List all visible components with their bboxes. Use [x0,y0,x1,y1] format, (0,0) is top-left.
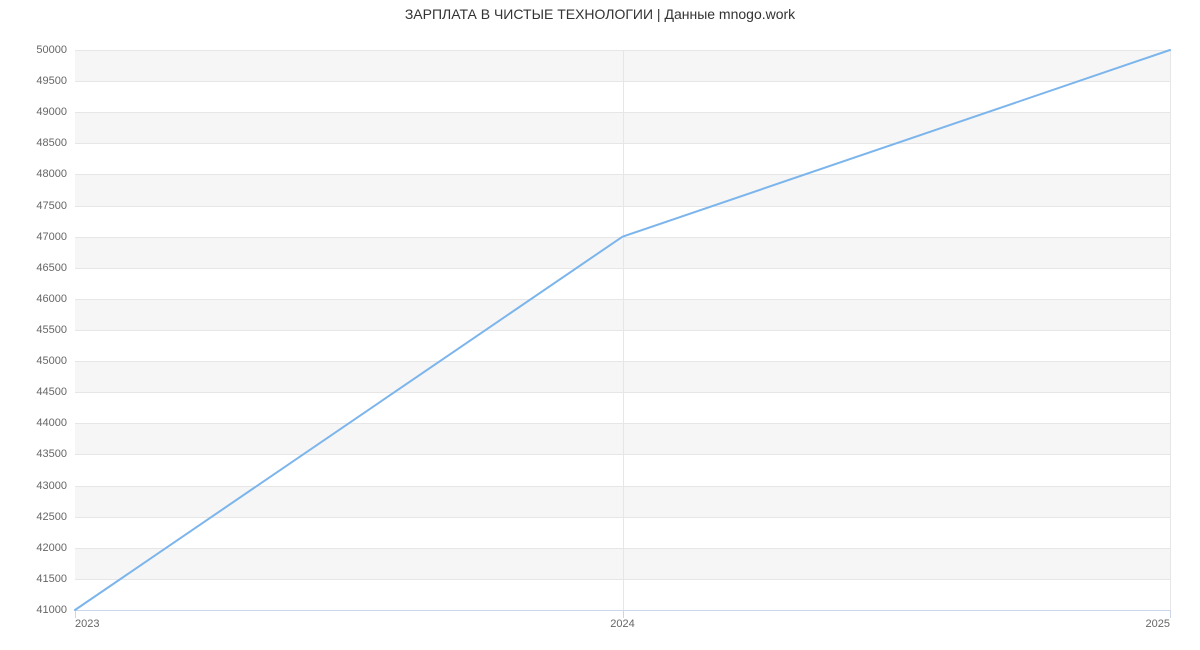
chart-container: ЗАРПЛАТА В ЧИСТЫЕ ТЕХНОЛОГИИ | Данные mn… [0,0,1200,650]
y-tick-label: 48500 [36,137,75,149]
y-tick-label: 41000 [36,604,75,616]
x-tick-label: 2025 [1146,610,1170,630]
y-tick-label: 45000 [36,355,75,367]
x-gridline [1170,50,1171,610]
y-tick-label: 44500 [36,386,75,398]
y-tick-label: 43000 [36,480,75,492]
y-tick-label: 49000 [36,106,75,118]
y-tick-label: 46000 [36,293,75,305]
y-tick-label: 50000 [36,44,75,56]
y-tick-label: 42500 [36,511,75,523]
y-tick-label: 47500 [36,200,75,212]
chart-title: ЗАРПЛАТА В ЧИСТЫЕ ТЕХНОЛОГИИ | Данные mn… [0,6,1200,22]
x-tick-label: 2023 [75,610,99,630]
y-tick-label: 44000 [36,417,75,429]
series-line-salary [75,50,1170,610]
y-tick-label: 47000 [36,231,75,243]
y-tick-label: 43500 [36,448,75,460]
series-layer [75,50,1170,610]
x-axis-line [75,610,1170,611]
plot-area: 4100041500420004250043000435004400044500… [75,50,1170,610]
y-tick-label: 49500 [36,75,75,87]
y-tick-label: 45500 [36,324,75,336]
y-tick-label: 41500 [36,573,75,585]
x-tick-label: 2024 [610,610,634,630]
y-tick-label: 48000 [36,168,75,180]
x-tick-mark [1170,610,1171,618]
y-tick-label: 42000 [36,542,75,554]
y-tick-label: 46500 [36,262,75,274]
